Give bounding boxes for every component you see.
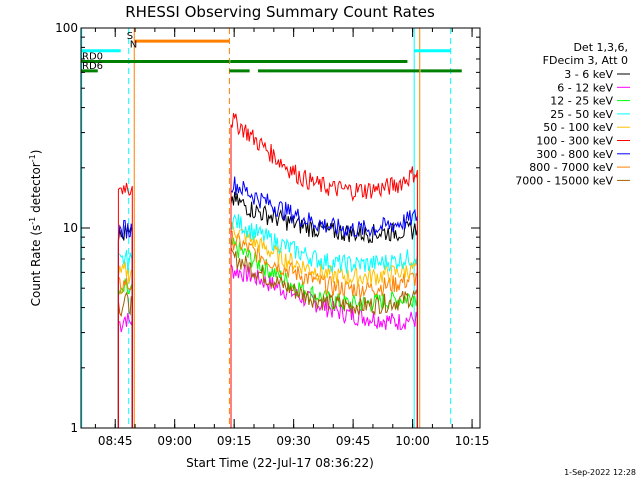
legend-entry-4: 50 - 100 keV xyxy=(543,121,613,134)
series-5-segment-1 xyxy=(230,113,418,428)
y-axis-ticks: 1 10 100 xyxy=(55,21,480,435)
legend-entry-2: 12 - 25 keV xyxy=(550,95,613,108)
legend-entry-8: 7000 - 15000 keV xyxy=(515,174,613,187)
flag-letter-n: N xyxy=(130,39,137,50)
chart-title: RHESSI Observing Summary Count Rates xyxy=(125,3,435,21)
x-tick-label: 09:15 xyxy=(217,434,252,448)
series-3-segment-1 xyxy=(230,213,418,428)
x-tick-label: 10:00 xyxy=(395,434,430,448)
series-4-segment-1 xyxy=(230,221,418,428)
series-6-segment-0 xyxy=(117,219,133,428)
x-tick-label: 09:30 xyxy=(276,434,311,448)
vertical-markers xyxy=(81,28,452,428)
timestamp: 1-Sep-2022 12:28 xyxy=(564,468,636,477)
series-2-segment-0 xyxy=(117,277,133,428)
y-axis-label: Count Rate (s-1 detector-1) xyxy=(28,150,43,307)
flag-label-rd6: RD6 xyxy=(82,61,103,72)
x-axis-label: Start Time (22-Jul-17 08:36:22) xyxy=(186,456,374,470)
x-tick-label: 09:45 xyxy=(336,434,371,448)
series-2-segment-1 xyxy=(230,237,418,428)
x-tick-label: 10:15 xyxy=(455,434,490,448)
series-5-segment-0 xyxy=(117,182,133,428)
legend-entry-0: 3 - 6 keV xyxy=(564,68,613,81)
flag-letter-s: S xyxy=(127,31,133,42)
legend-header-1: Det 1,3,6, xyxy=(573,41,628,54)
legend-entry-1: 6 - 12 keV xyxy=(557,81,613,94)
x-tick-label: 09:00 xyxy=(157,434,192,448)
legend-entry-7: 800 - 7000 keV xyxy=(529,161,613,174)
y-tick-label: 10 xyxy=(63,221,78,235)
series-6-segment-1 xyxy=(230,176,418,428)
series-7-segment-0 xyxy=(117,276,133,428)
series-8-segment-1 xyxy=(230,247,418,428)
y-tick-label: 100 xyxy=(55,21,78,35)
x-tick-label: 08:45 xyxy=(98,434,133,448)
series-4-segment-0 xyxy=(117,261,133,428)
series-8-segment-0 xyxy=(117,291,133,428)
series-group xyxy=(117,113,418,428)
series-3-segment-0 xyxy=(117,250,133,428)
flag-label-rd0: RD0 xyxy=(82,51,103,62)
y-tick-label: 1 xyxy=(70,421,78,435)
series-1-segment-0 xyxy=(117,313,133,428)
legend-entry-3: 25 - 50 keV xyxy=(550,108,613,121)
legend-entry-6: 300 - 800 keV xyxy=(536,148,613,161)
legend-entry-5: 100 - 300 keV xyxy=(536,135,613,148)
series-1-segment-1 xyxy=(230,264,418,428)
x-axis-ticks: 08:45 09:00 09:15 09:30 09:45 10:00 10:15 xyxy=(94,28,490,448)
legend-header-2: FDecim 3, Att 0 xyxy=(543,54,628,67)
